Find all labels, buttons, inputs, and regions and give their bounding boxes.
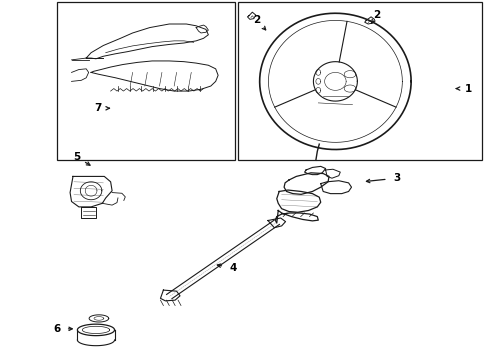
Bar [238,3,482,160]
Text: 1: 1 [465,84,472,94]
Bar [57,3,235,160]
Text: 4: 4 [229,263,237,273]
Text: 2: 2 [254,15,261,26]
Text: 7: 7 [94,103,101,113]
Text: 2: 2 [373,10,381,20]
Text: 6: 6 [53,324,60,334]
Text: 5: 5 [73,152,80,162]
Text: 3: 3 [393,173,400,183]
